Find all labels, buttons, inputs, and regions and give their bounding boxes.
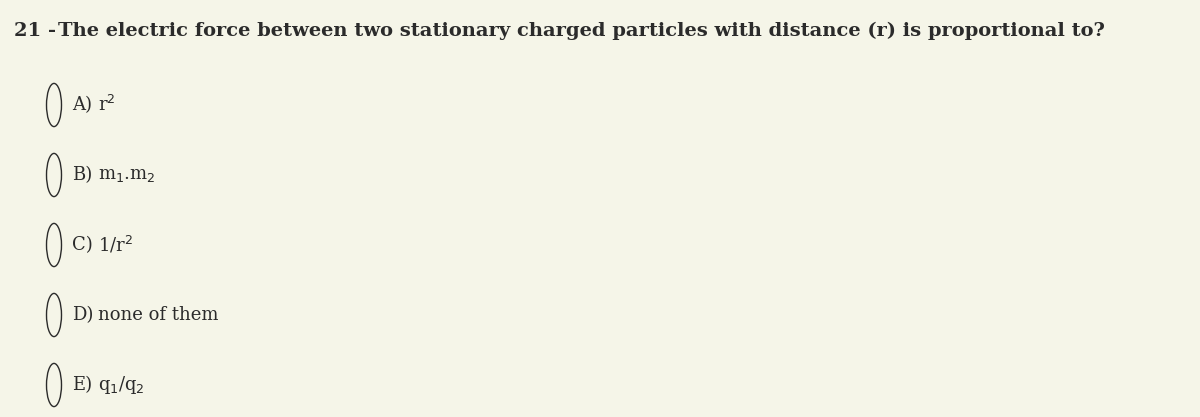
Text: 1/r$^2$: 1/r$^2$ [98, 234, 133, 256]
Text: m$_1$.m$_2$: m$_1$.m$_2$ [98, 166, 156, 184]
Text: D): D) [72, 306, 94, 324]
Text: r$^2$: r$^2$ [98, 95, 115, 115]
Text: none of them: none of them [98, 306, 218, 324]
Text: B): B) [72, 166, 92, 184]
Text: E): E) [72, 376, 92, 394]
Text: A): A) [72, 96, 92, 114]
Text: 21 -: 21 - [14, 22, 56, 40]
Text: q$_1$/q$_2$: q$_1$/q$_2$ [98, 374, 145, 396]
Text: C): C) [72, 236, 92, 254]
Text: The electric force between two stationary charged particles with distance (r) is: The electric force between two stationar… [58, 22, 1105, 40]
